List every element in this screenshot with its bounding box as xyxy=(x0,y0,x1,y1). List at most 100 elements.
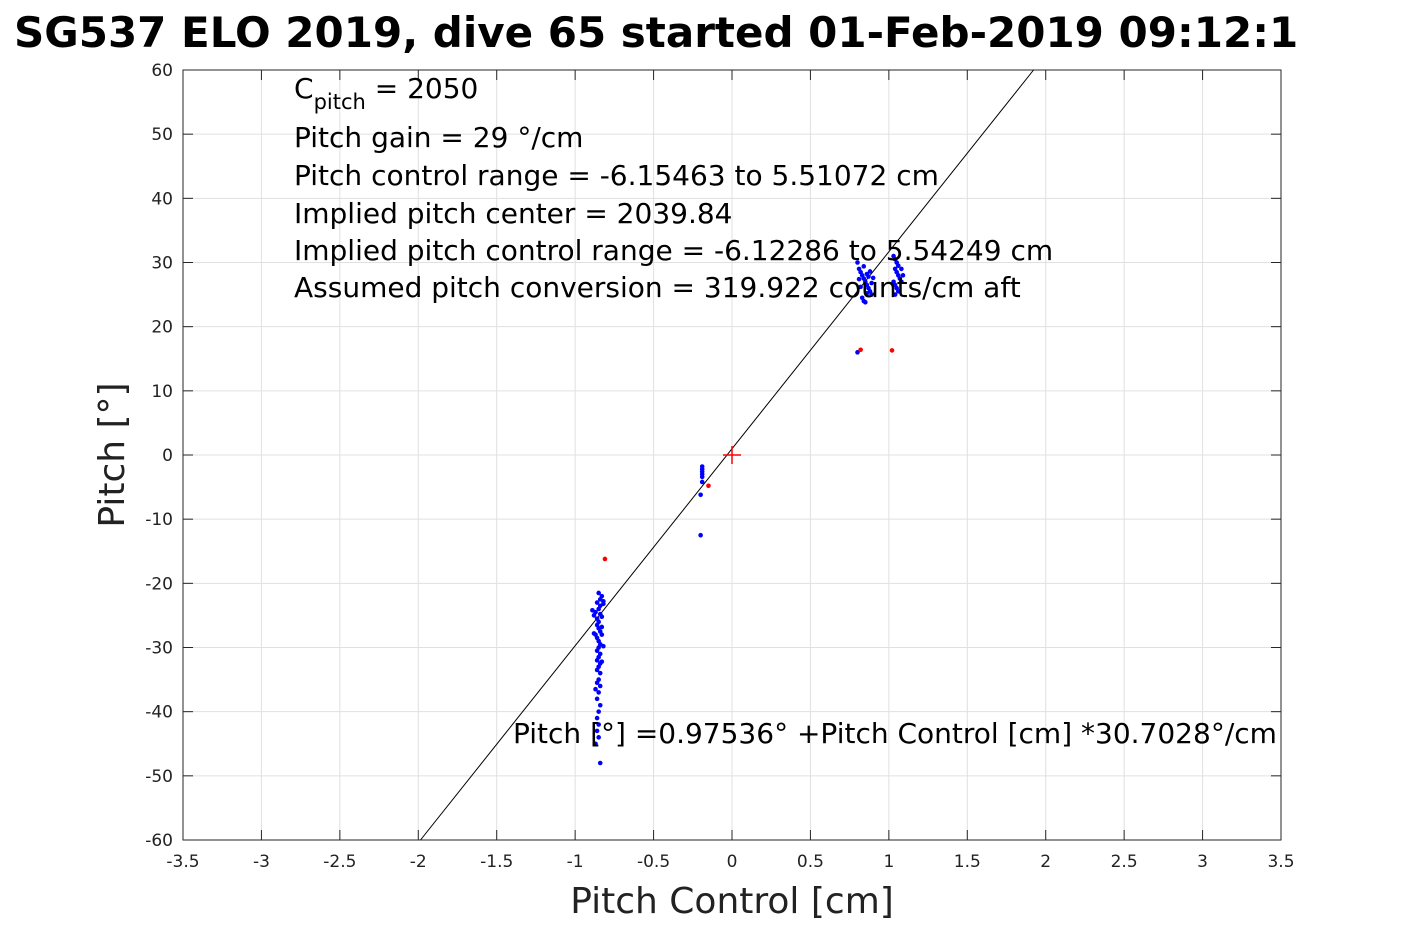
data-point-blue xyxy=(594,696,600,702)
data-point-blue xyxy=(861,264,867,269)
c-pitch-value: = 2050 xyxy=(366,72,479,105)
data-point-blue xyxy=(596,690,601,695)
x-tick-label: 1.5 xyxy=(954,852,981,872)
data-point-blue xyxy=(597,702,603,708)
x-axis-label: Pitch Control [cm] xyxy=(570,881,894,922)
data-point-blue xyxy=(594,715,600,721)
data-point-blue xyxy=(858,284,863,290)
c-pitch-symbol: C xyxy=(294,72,314,105)
data-point-blue xyxy=(597,670,603,676)
data-points xyxy=(590,253,906,766)
plot-area xyxy=(420,69,1034,841)
data-point-blue xyxy=(593,741,598,747)
data-point-blue xyxy=(591,631,597,636)
data-point-blue xyxy=(594,680,600,686)
data-point-blue xyxy=(864,291,870,296)
data-point-blue xyxy=(900,273,906,278)
data-point-blue xyxy=(895,289,901,294)
data-point-blue xyxy=(596,722,601,727)
data-point-blue xyxy=(599,659,605,664)
x-tick-label: -3.5 xyxy=(166,852,199,872)
annotation-implied-range: Implied pitch control range = -6.12286 t… xyxy=(294,234,1053,267)
data-point-blue xyxy=(867,269,873,274)
x-tick-label: 0.5 xyxy=(797,852,824,872)
data-point-blue xyxy=(590,607,595,613)
data-point-blue xyxy=(855,350,860,355)
data-point-blue xyxy=(699,479,705,485)
annotation-pitch-gain: Pitch gain = 29 °/cm xyxy=(294,121,583,154)
data-point-blue xyxy=(869,292,874,297)
data-point-blue xyxy=(599,632,605,637)
data-point-blue xyxy=(596,709,601,714)
annotation-implied-center: Implied pitch center = 2039.84 xyxy=(294,197,732,230)
data-point-blue xyxy=(594,658,600,663)
x-tick-label: -1.5 xyxy=(480,852,513,872)
y-tick-label: 30 xyxy=(151,254,173,274)
y-axis-label: Pitch [°] xyxy=(92,382,133,527)
data-point-red xyxy=(602,556,608,562)
data-point-blue xyxy=(594,728,600,734)
x-tick-label: 0 xyxy=(727,852,738,872)
data-point-blue xyxy=(594,648,600,654)
data-point-blue xyxy=(596,735,601,740)
y-tick-label: -50 xyxy=(145,767,173,787)
data-point-red xyxy=(858,347,863,353)
y-tick-label: -30 xyxy=(145,639,173,659)
y-tick-label: 50 xyxy=(151,125,173,145)
data-point-blue xyxy=(596,590,601,596)
data-point-blue xyxy=(864,271,870,277)
data-point-blue xyxy=(895,263,901,269)
data-point-blue xyxy=(599,614,605,619)
data-point-blue xyxy=(599,624,605,630)
data-point-blue xyxy=(699,474,705,480)
x-tick-label: 3 xyxy=(1197,852,1208,872)
data-point-blue xyxy=(855,260,860,265)
grid xyxy=(182,69,1282,841)
y-tick-label: 20 xyxy=(151,318,173,338)
y-tick-label: -40 xyxy=(145,703,173,723)
y-tick-label: -20 xyxy=(145,574,173,594)
chart-title: SG537 ELO 2019, dive 65 started 01-Feb-2… xyxy=(14,8,1298,57)
data-point-blue xyxy=(601,599,606,604)
data-point-blue xyxy=(899,279,904,285)
data-point-blue xyxy=(594,600,600,605)
y-tick-label: 60 xyxy=(151,61,173,81)
data-point-blue xyxy=(591,613,597,618)
data-point-blue xyxy=(856,276,862,282)
data-point-blue xyxy=(599,593,605,599)
y-tick-labels: -60 -50 -40 -30 -20 -10 0 10 20 30 40 50 60 xyxy=(145,61,173,851)
data-point-blue xyxy=(698,492,703,498)
x-tick-label: 2 xyxy=(1040,852,1051,872)
data-point-red xyxy=(706,483,711,489)
data-point-blue xyxy=(594,667,600,673)
y-tick-label: -10 xyxy=(145,510,173,530)
y-tick-label: 10 xyxy=(151,382,173,402)
axis-ticks xyxy=(182,69,1282,841)
annotation-pitch-control-range: Pitch control range = -6.15463 to 5.5107… xyxy=(294,159,939,192)
center-marker xyxy=(723,446,741,464)
annotation-assumed-conversion: Assumed pitch conversion = 319.922 count… xyxy=(294,271,1021,304)
c-pitch-subscript: pitch xyxy=(314,90,366,114)
x-tick-label: 3.5 xyxy=(1267,852,1294,872)
data-point-blue xyxy=(899,266,904,272)
data-point-blue xyxy=(870,275,876,281)
x-tick-label: -2 xyxy=(410,852,427,872)
data-point-blue xyxy=(892,292,898,297)
y-tick-label: 40 xyxy=(151,189,173,209)
y-tick-label: 0 xyxy=(162,446,173,466)
annotation-fit-equation: Pitch [°] =0.97536° +Pitch Control [cm] … xyxy=(513,717,1277,750)
x-tick-label: -2.5 xyxy=(323,852,356,872)
x-tick-label: -1 xyxy=(567,852,584,872)
data-point-blue xyxy=(698,532,703,538)
x-tick-labels: -3.5 -3 -2.5 -2 -1.5 -1 -0.5 0 0.5 1 1.5 2 2.5 3 3.5 xyxy=(166,852,1294,872)
data-point-blue xyxy=(869,280,874,286)
data-point-blue xyxy=(597,683,603,689)
data-point-red xyxy=(889,348,895,353)
y-tick-label: -60 xyxy=(145,831,173,851)
annotation-c-pitch: Cpitch = 2050 xyxy=(294,72,478,114)
x-tick-label: -3 xyxy=(253,852,270,872)
x-tick-label: 1 xyxy=(883,852,894,872)
x-tick-label: -0.5 xyxy=(637,852,670,872)
data-point-blue xyxy=(601,643,606,649)
